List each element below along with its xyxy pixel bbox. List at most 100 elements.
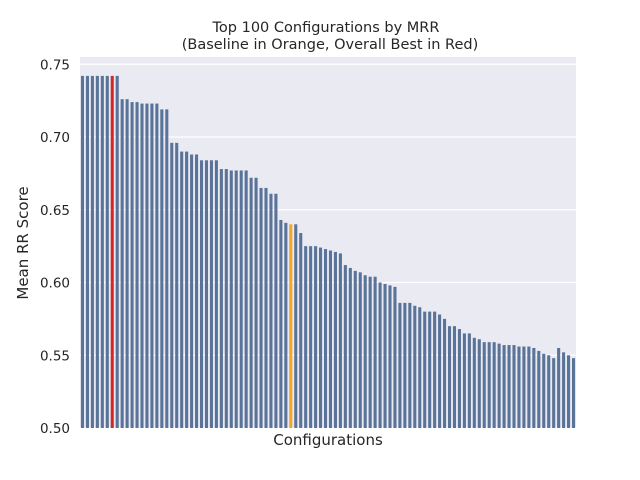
bar (90, 75, 94, 428)
bar (150, 103, 154, 428)
bar (284, 222, 288, 428)
chart-title: Top 100 Configurations by MRR (212, 20, 440, 36)
bar (547, 355, 551, 428)
bar (185, 151, 189, 428)
bar (492, 342, 496, 428)
bar (323, 249, 328, 428)
bar (219, 169, 223, 428)
bar (249, 177, 253, 428)
bar (95, 75, 99, 428)
bar (279, 219, 283, 428)
bar (552, 358, 556, 428)
y-tick-label: 0.60 (40, 276, 70, 292)
bar (388, 285, 392, 428)
bar (487, 342, 491, 428)
bar (319, 247, 323, 428)
bar (229, 170, 233, 429)
bar (413, 305, 417, 428)
bar (393, 286, 397, 428)
bar (353, 270, 357, 428)
bar (423, 311, 427, 428)
bar (383, 283, 387, 428)
bar (467, 333, 471, 428)
y-tick-label: 0.65 (40, 203, 70, 219)
bar (224, 169, 228, 428)
bar (214, 160, 218, 429)
bar (100, 75, 104, 428)
bar (472, 337, 476, 428)
bar (517, 346, 521, 428)
chart-subtitle: (Baseline in Orange, Overall Best in Red… (182, 37, 479, 53)
bar (373, 276, 377, 428)
bar (160, 109, 164, 428)
y-axis-label: Mean RR Score (14, 186, 32, 299)
bar (115, 75, 119, 428)
bar (403, 302, 407, 428)
bar (537, 350, 541, 428)
bar (328, 250, 333, 428)
bar (343, 265, 347, 428)
bar (195, 154, 199, 429)
y-tick-label: 0.70 (40, 130, 70, 146)
bar (155, 103, 159, 428)
bar (145, 103, 149, 428)
bar (120, 99, 124, 428)
bar (512, 345, 516, 428)
bar (304, 246, 308, 428)
bar (130, 102, 134, 428)
bar (85, 75, 89, 428)
bar (254, 177, 258, 428)
y-tick-label: 0.50 (40, 421, 70, 437)
bar (333, 251, 337, 428)
bar (462, 333, 466, 428)
bar (477, 339, 481, 428)
y-tick-label: 0.75 (40, 57, 70, 73)
bar (452, 326, 457, 428)
bar (418, 307, 422, 428)
bar (175, 142, 179, 428)
bar (368, 276, 372, 428)
bar (80, 75, 85, 428)
bar (294, 224, 298, 428)
bar (338, 253, 342, 428)
bar (234, 170, 238, 429)
bar (239, 170, 243, 429)
bar-best (110, 75, 114, 428)
bar (428, 311, 432, 428)
bar (527, 346, 531, 428)
bar (274, 193, 278, 428)
bar (348, 267, 352, 428)
plot-background (80, 57, 576, 428)
bar (532, 347, 536, 428)
bar (180, 151, 184, 428)
bars-layer (80, 75, 576, 429)
y-ticks-layer: 0.50 0.55 0.60 0.65 0.70 0.75 (40, 57, 70, 437)
bar (408, 302, 412, 428)
bar (447, 326, 452, 428)
bar (457, 329, 461, 428)
bar (443, 318, 447, 428)
bar (438, 314, 442, 428)
bar (398, 302, 402, 428)
bar-baseline (289, 224, 293, 428)
bar (209, 160, 213, 429)
bar (363, 275, 367, 428)
bar (502, 345, 506, 428)
bar (165, 109, 169, 428)
bar (507, 345, 511, 428)
bar (562, 352, 566, 428)
y-tick-label: 0.55 (40, 348, 70, 364)
bar (244, 170, 248, 429)
bar (125, 99, 129, 428)
bar (378, 282, 382, 428)
bar (497, 343, 501, 428)
bar (358, 272, 362, 428)
bar (135, 102, 139, 428)
bar (259, 187, 263, 428)
bar (557, 347, 561, 428)
bar (269, 193, 273, 428)
x-axis-label: Configurations (273, 431, 383, 449)
bar (571, 358, 576, 428)
bar (170, 142, 174, 428)
